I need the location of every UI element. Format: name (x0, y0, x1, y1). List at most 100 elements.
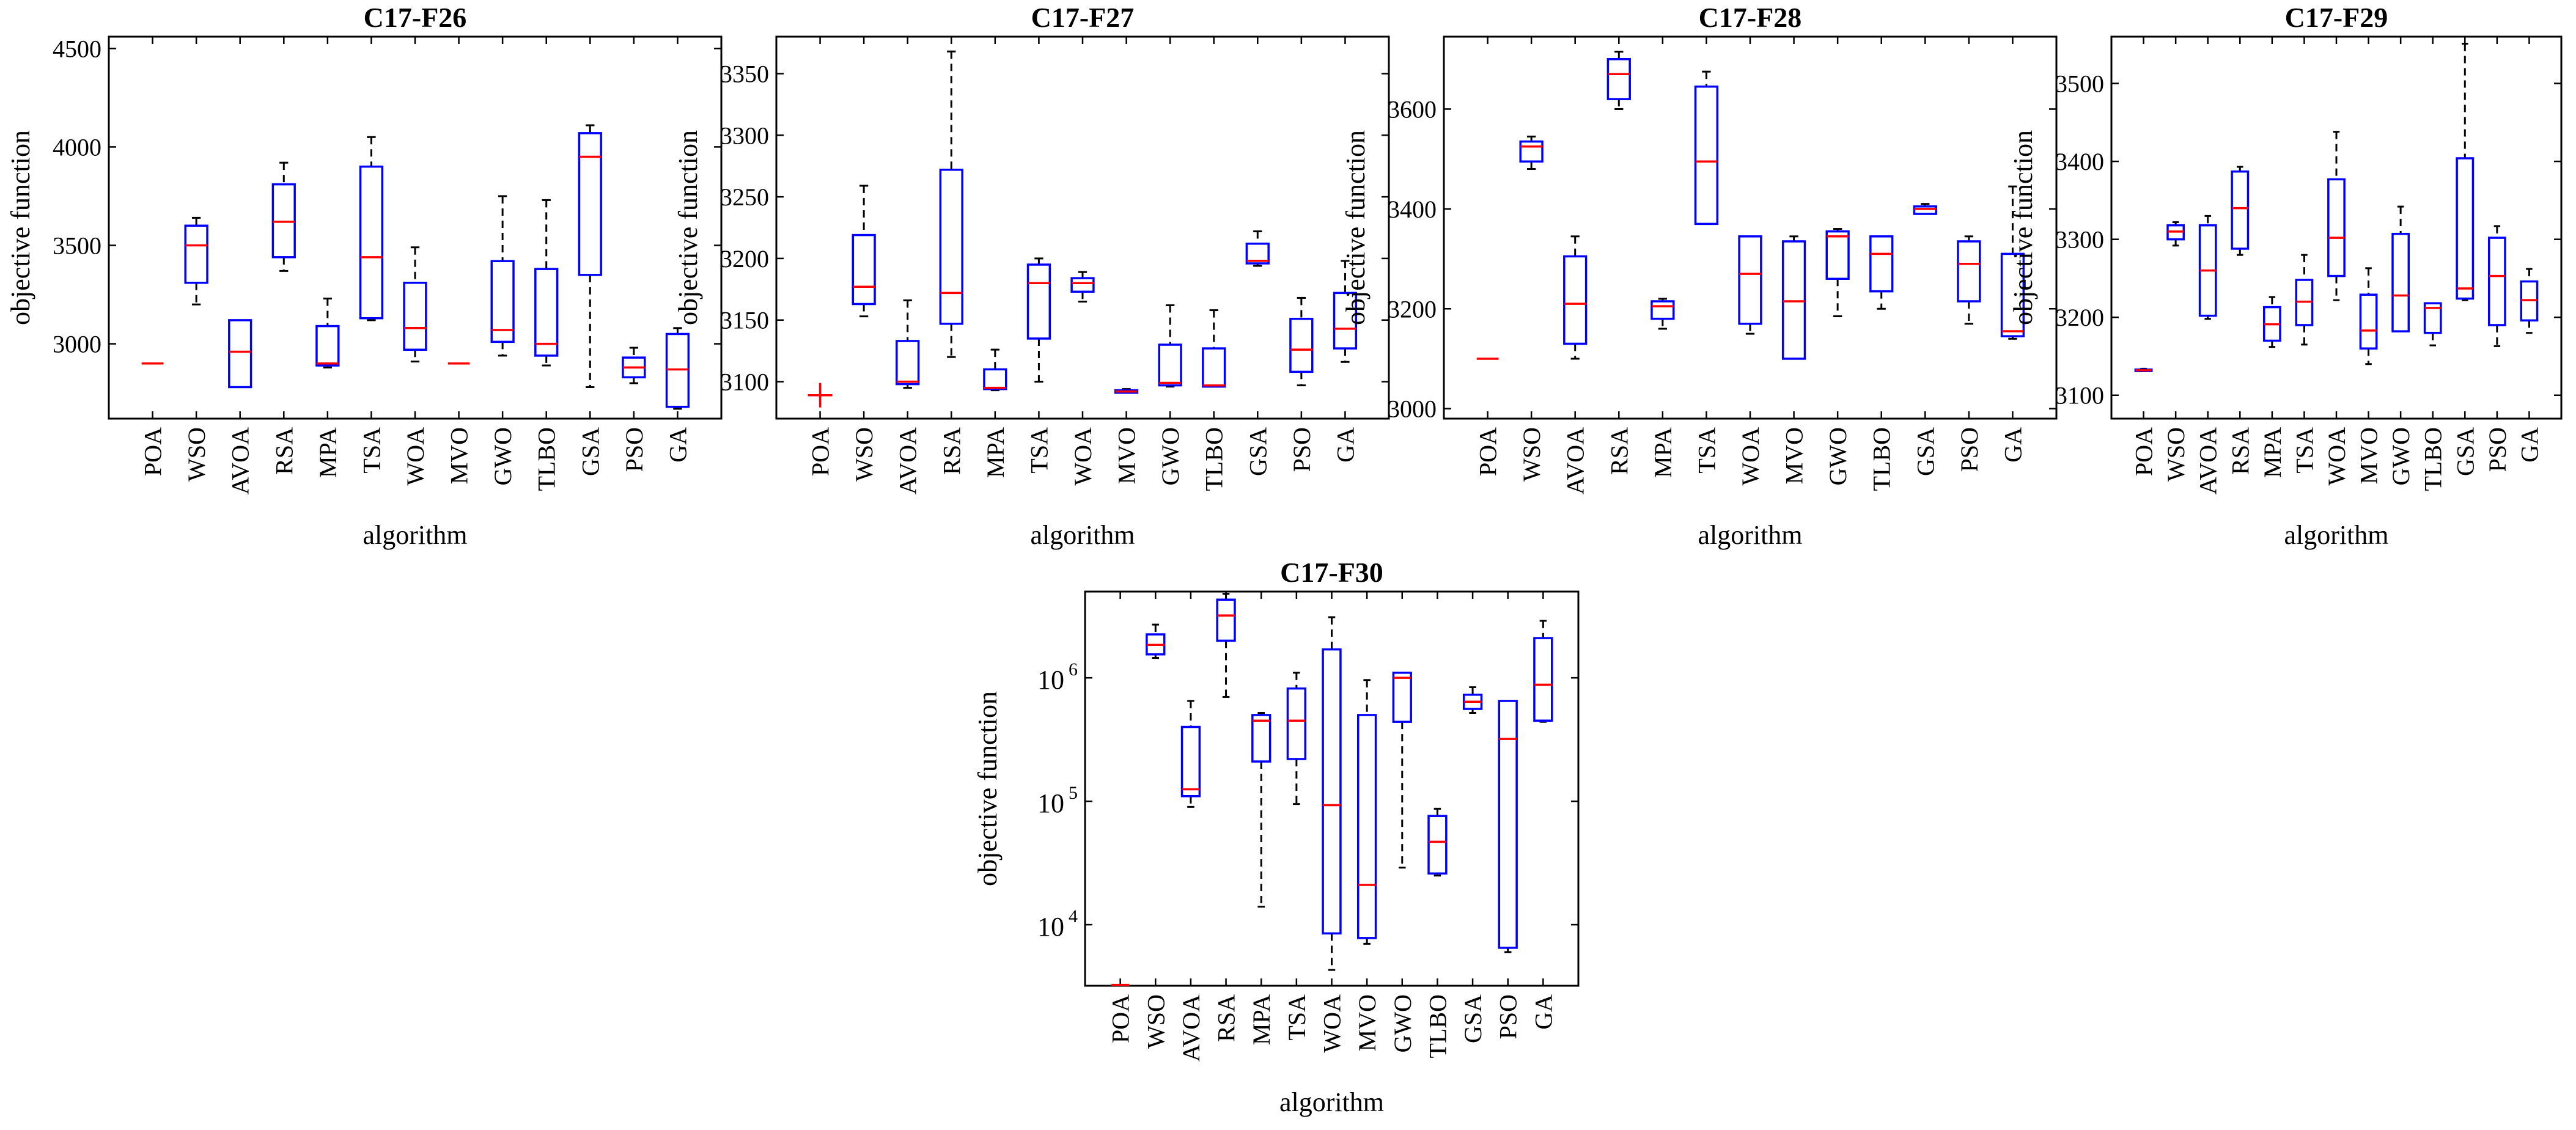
iqr-box (1333, 292, 1358, 350)
box-rsa (271, 161, 296, 272)
y-tick-label: 3300 (720, 122, 769, 149)
x-tick-label: WOA (1069, 427, 1097, 486)
iqr-box (2327, 178, 2346, 277)
box-tsa (2295, 254, 2314, 346)
x-tick-label: GA (664, 427, 691, 463)
box-pso (2487, 225, 2506, 347)
x-tick-label: MVO (446, 427, 473, 484)
x-tick-label: RSA (270, 427, 298, 475)
iqr-box (2456, 157, 2475, 300)
chart-c17-f27: C17-F27 3100 3150 3200 3250 3300 3350 objective… (673, 2, 1390, 550)
iqr-box (578, 132, 602, 276)
iqr-box (184, 224, 208, 284)
y-tick-label: 4500 (53, 35, 101, 62)
y-tick-label: 10 (1037, 665, 1064, 695)
iqr-box (1781, 240, 1806, 360)
iqr-box (1356, 714, 1377, 939)
x-tick-label: GWO (1824, 427, 1852, 486)
x-tick-label: TLBO (2420, 427, 2447, 491)
iqr-box (1180, 725, 1201, 798)
box-rsa (939, 50, 963, 358)
x-tick-label: WSO (183, 427, 210, 482)
y-axis-label: objective function (673, 130, 703, 325)
iqr-box (359, 165, 384, 320)
plot-frame (1084, 590, 1580, 987)
y-tick-label: 10 (1037, 788, 1064, 818)
x-tick-label: TSA (358, 427, 385, 474)
x-tick-label: TSA (1283, 994, 1311, 1041)
iqr-box (1563, 255, 1588, 345)
x-tick-label: MPA (1649, 427, 1677, 478)
box-gsa (1462, 686, 1483, 714)
y-tick-label: 3400 (1388, 196, 1437, 223)
chart-c17-f29: C17-F29 3100 3200 3300 3400 3500 objective fun… (2008, 2, 2563, 550)
x-tick-label: AVOA (894, 427, 922, 495)
x-axis-label: algorithm (1030, 520, 1135, 550)
y-tick-label: 3100 (2055, 382, 2104, 409)
iqr-box (1650, 300, 1675, 320)
box-wso (852, 185, 876, 318)
box-avoa (1180, 700, 1201, 808)
x-tick-label: MPA (2259, 427, 2286, 478)
x-tick-label: GWO (1157, 427, 1184, 486)
x-tick-label: RSA (2226, 427, 2254, 475)
x-tick-label: WOA (2323, 427, 2350, 486)
iqr-box (1216, 598, 1236, 642)
iqr-box (1158, 343, 1182, 387)
x-tick-label: WSO (2162, 427, 2190, 482)
y-tick-exponent: 4 (1069, 906, 1078, 926)
x-tick-label: AVOA (227, 427, 254, 495)
box-mvo (1114, 388, 1139, 394)
box-tlbo (534, 199, 559, 367)
box-woa (1738, 235, 1762, 335)
outlier-marker (808, 383, 833, 408)
box-gsa (1245, 230, 1270, 267)
chart-title: C17-F28 (1699, 2, 1802, 33)
box-woa (1322, 616, 1342, 971)
box-woa (1070, 271, 1095, 303)
x-tick-label: MPA (314, 427, 342, 478)
iqr-box (1738, 235, 1762, 325)
x-tick-label: PSO (1288, 427, 1316, 472)
plot-frame (1443, 35, 2058, 420)
x-tick-label: POA (2130, 427, 2158, 476)
y-axis-label: objective function (1341, 130, 1371, 325)
x-tick-label: POA (1107, 994, 1135, 1043)
x-axis-label: algorithm (1279, 1087, 1384, 1117)
box-tsa (359, 136, 384, 321)
iqr-box (896, 340, 920, 386)
box-poa (2134, 367, 2153, 372)
box-tlbo (1427, 807, 1448, 877)
x-tick-label: TLBO (1424, 994, 1451, 1058)
y-tick-label: 3150 (720, 307, 769, 334)
iqr-box (983, 368, 1007, 391)
y-tick-exponent: 6 (1069, 659, 1078, 680)
box-pso (622, 347, 646, 384)
box-tlbo (1202, 309, 1226, 388)
x-tick-label: MPA (1248, 994, 1275, 1045)
box-gwo (1158, 304, 1182, 388)
x-tick-label: AVOA (1562, 427, 1589, 495)
box-ga (1333, 260, 1358, 363)
box-gwo (2391, 205, 2410, 332)
box-pso (1289, 296, 1314, 387)
box-rsa (1216, 593, 1236, 698)
x-tick-label: TSA (1693, 427, 1720, 474)
iqr-box (1392, 672, 1412, 723)
x-tick-label: GSA (1459, 994, 1487, 1043)
y-tick-label: 3350 (720, 60, 769, 87)
chart-title: C17-F30 (1280, 557, 1383, 588)
y-axis-label: objective function (973, 691, 1003, 886)
iqr-box (852, 233, 876, 306)
x-tick-label: WSO (1142, 994, 1169, 1049)
y-tick-label: 3600 (1388, 95, 1437, 123)
box-rsa (2231, 166, 2250, 256)
iqr-box (534, 268, 559, 357)
y-tick-label: 3200 (2055, 304, 2104, 331)
box-mpa (983, 348, 1007, 392)
x-tick-label: WSO (1518, 427, 1545, 482)
x-tick-label: GSA (1244, 427, 1271, 476)
box-gsa (578, 124, 602, 388)
box-woa (403, 246, 427, 363)
box-avoa (228, 319, 252, 389)
